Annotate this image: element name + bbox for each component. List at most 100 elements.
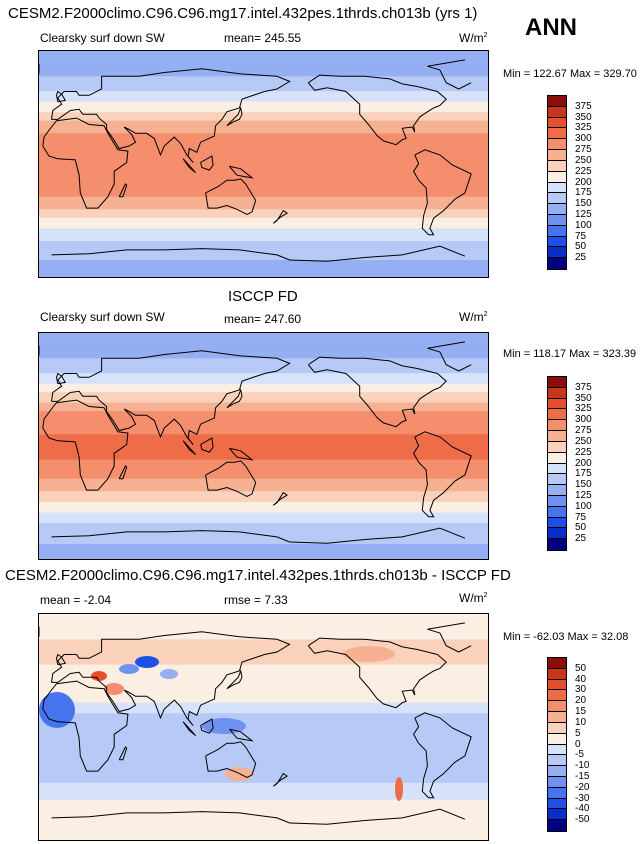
field-band	[39, 687, 488, 691]
field-band	[39, 816, 488, 820]
colorbar-swatch	[548, 668, 566, 680]
field-band	[39, 352, 488, 355]
field-band	[39, 470, 488, 473]
colorbar-tick-label: 275	[575, 144, 592, 156]
colorbar-tick-label: 50	[575, 522, 587, 534]
field-band	[39, 463, 488, 467]
field-band	[39, 364, 488, 368]
field-band	[39, 160, 488, 164]
coastline	[458, 82, 472, 90]
colorbar-swatch	[548, 214, 566, 226]
coastline	[307, 356, 447, 428]
field-band	[39, 732, 488, 735]
field-band	[39, 818, 488, 822]
colorbar-tick-label: 25	[575, 533, 587, 545]
field-band	[39, 93, 488, 96]
field-band	[39, 652, 488, 655]
field-band	[39, 734, 488, 738]
colorbar-tick-label: 25	[575, 252, 587, 264]
model-min-max: Min = 122.67 Max = 329.70	[503, 68, 637, 80]
field-band	[39, 755, 488, 759]
field-band	[39, 763, 488, 767]
obs-map	[38, 332, 489, 560]
field-band	[39, 620, 488, 624]
field-band	[39, 694, 488, 697]
field-band	[39, 837, 488, 840]
colorbar-swatch	[548, 744, 566, 756]
field-band	[39, 487, 488, 490]
field-band	[39, 649, 488, 653]
field-band	[39, 671, 488, 674]
field-band	[39, 523, 488, 526]
field-band	[39, 76, 488, 80]
field-band	[39, 51, 488, 54]
colorbar-tick-label: 250	[575, 435, 592, 447]
field-band	[39, 67, 488, 71]
field-band	[39, 65, 488, 69]
field-band	[39, 165, 488, 168]
field-band	[39, 209, 488, 213]
coastline	[55, 372, 67, 385]
field-band	[39, 97, 488, 101]
field-band	[39, 825, 488, 828]
field-band	[39, 409, 488, 412]
field-band	[39, 139, 488, 143]
field-band	[39, 53, 488, 56]
coastline	[226, 106, 243, 127]
coastline	[413, 712, 472, 799]
field-band	[39, 444, 488, 448]
field-band	[39, 749, 488, 752]
field-band	[39, 131, 488, 134]
coastline	[182, 158, 196, 173]
field-band	[39, 133, 488, 137]
coastline	[55, 653, 67, 666]
field-band	[39, 558, 488, 559]
field-band	[39, 662, 488, 666]
field-band	[39, 645, 488, 649]
field-band	[39, 228, 488, 232]
coastline	[458, 364, 472, 372]
coastline	[427, 622, 465, 653]
field-band	[39, 417, 488, 421]
colorbar-tick-label: 20	[575, 695, 587, 707]
field-band	[39, 135, 488, 139]
field-band	[39, 341, 488, 345]
field-band	[39, 466, 488, 469]
model-coastlines	[39, 59, 472, 262]
model-panel-title: CESM2.F2000climo.C96.C96.mg17.intel.432p…	[8, 5, 478, 22]
field-band	[39, 772, 488, 776]
field-band	[39, 349, 488, 353]
field-band	[39, 80, 488, 84]
field-band	[39, 129, 488, 132]
field-band	[39, 398, 488, 402]
obs-mean-label: mean= 247.60	[224, 312, 302, 326]
diff-anomaly-patch	[343, 646, 395, 662]
field-band	[39, 423, 488, 427]
field-band	[39, 200, 488, 204]
colorbar-tick-label: 50	[575, 241, 587, 253]
colorbar-tick-label: 300	[575, 133, 592, 145]
coastline	[413, 431, 472, 518]
field-band	[39, 527, 488, 530]
field-band	[39, 373, 488, 376]
field-band	[39, 520, 488, 524]
field-band	[39, 546, 488, 549]
coastline	[289, 527, 466, 544]
field-band	[39, 61, 488, 65]
field-band	[39, 108, 488, 111]
field-band	[39, 700, 488, 704]
field-band	[39, 143, 488, 147]
diff-anomaly-patch	[135, 656, 159, 668]
field-band	[39, 548, 488, 552]
field-band	[39, 457, 488, 461]
field-band	[39, 438, 488, 442]
field-band	[39, 660, 488, 664]
diff-colorbar	[547, 657, 567, 832]
coastline	[272, 209, 289, 224]
colorbar-tick-label: 325	[575, 403, 592, 415]
field-band	[39, 702, 488, 706]
field-band	[39, 274, 488, 277]
field-band	[39, 793, 488, 797]
field-band	[39, 770, 488, 773]
field-band	[39, 396, 488, 400]
